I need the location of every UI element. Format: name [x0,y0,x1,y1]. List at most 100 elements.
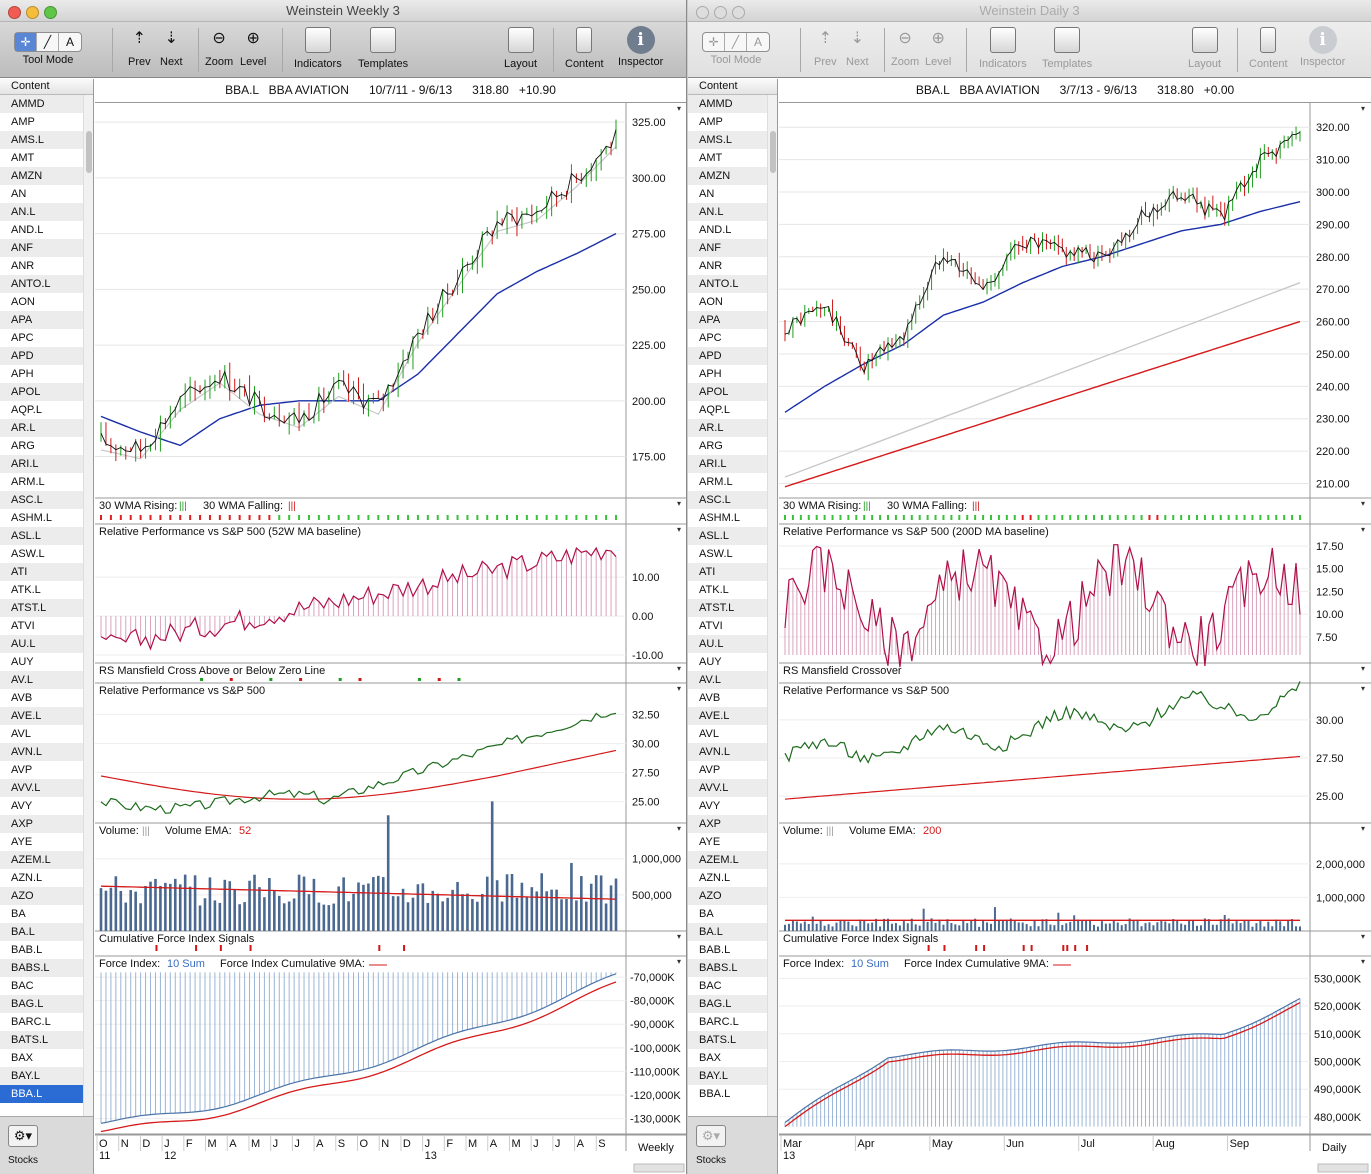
symbol-list-item[interactable]: ASL.L [688,527,767,545]
symbol-list-item[interactable]: AVY [699,800,721,812]
next-button[interactable]: ⇣ Next [160,24,183,68]
symbol-list-item[interactable]: AQP.L [11,404,42,416]
symbol-list-item[interactable]: BAB.L [11,944,43,956]
zoom-out-button[interactable]: ⊖ Zoom [891,24,919,68]
line-tool-icon[interactable]: ╱ [725,33,747,51]
symbol-list-item[interactable]: AVE.L [0,707,83,725]
symbol-list-item[interactable]: BAG.L [688,995,767,1013]
text-tool-icon[interactable]: A [65,35,74,49]
symbol-list-item[interactable]: AVP [699,764,721,776]
crosshair-icon[interactable]: ✛ [15,33,37,51]
symbol-list-item[interactable]: AVY [11,800,33,812]
chart-area[interactable]: BBA.L BBA AVIATION 3/7/13 - 9/6/13 318.8… [779,79,1371,1174]
layout-button[interactable]: Layout [1188,24,1221,70]
symbol-list-item[interactable]: BA [699,908,714,920]
symbol-list-item[interactable]: ATST.L [0,599,83,617]
symbol-list-item[interactable]: AR.L [688,419,767,437]
symbol-list-item[interactable]: ASHM.L [699,512,740,524]
prev-button[interactable]: ⇡ Prev [814,24,837,68]
symbol-list-item[interactable]: APH [699,368,722,380]
symbol-list-item[interactable]: AXP [688,815,767,833]
inspector-button[interactable]: i Inspector [1300,24,1345,68]
symbol-list-item[interactable]: ATVI [11,620,35,632]
symbol-list-item[interactable]: BABS.L [0,959,83,977]
symbol-list-item[interactable]: ATI [0,563,83,581]
symbol-list-item[interactable]: ARG [699,440,723,452]
symbol-list-item[interactable]: ANR [699,260,723,272]
symbol-list-item[interactable]: AZEM.L [0,851,83,869]
chart-area[interactable]: BBA.L BBA AVIATION 10/7/11 - 9/6/13 318.… [95,79,686,1174]
symbol-list-item[interactable]: ANTO.L [0,275,83,293]
symbol-list-item[interactable]: BAX [11,1052,34,1064]
symbol-list-item[interactable]: BATS.L [0,1031,83,1049]
symbol-list-item[interactable]: AU.L [0,635,83,653]
symbol-list-item[interactable]: ASHM.L [11,512,52,524]
symbol-list-item[interactable]: AMS.L [0,131,83,149]
symbol-list-item[interactable]: BATS.L [688,1031,767,1049]
symbol-list-item[interactable]: APD [688,347,767,365]
symbol-list-item[interactable]: ARM.L [699,476,733,488]
window-titlebar[interactable]: Weinstein Daily 3 [688,0,1371,22]
symbol-list-item[interactable]: AVN.L [0,743,83,761]
scrollbar-thumb[interactable] [770,131,776,173]
indicators-button[interactable]: Indicators [979,24,1027,70]
symbol-list-item[interactable]: BA.L [0,923,83,941]
symbol-list[interactable]: AMMD AMP AMS.L AMT AMZN AN AN.L AND.L ANF ANR ANTO… [688,95,767,1118]
symbol-list-item[interactable]: APOL [0,383,83,401]
symbol-list-item[interactable]: ASW.L [11,548,45,560]
symbol-list-item[interactable]: AZN.L [11,872,43,884]
symbol-list-item[interactable]: BAG.L [0,995,83,1013]
symbol-list-item[interactable]: ANF [0,239,83,257]
close-button[interactable] [8,6,21,19]
zoom-level-button[interactable]: ⊕ Level [240,24,266,68]
symbol-list-item[interactable]: AMS.L [688,131,767,149]
symbol-list-item[interactable]: AMMD [688,95,767,113]
symbol-list-item[interactable]: ATK.L [699,584,729,596]
symbol-list-item[interactable]: AVV.L [0,779,83,797]
next-button[interactable]: ⇣ Next [846,24,869,68]
symbol-list-item[interactable]: ASC.L [0,491,83,509]
symbol-list-item[interactable]: AZEM.L [688,851,767,869]
symbol-list-item[interactable]: BARC.L [699,1016,739,1028]
templates-button[interactable]: Templates [1042,24,1092,70]
window-titlebar[interactable]: Weinstein Weekly 3 [0,0,686,22]
text-tool-icon[interactable]: A [753,35,762,49]
symbol-list-item[interactable]: AVV.L [688,779,767,797]
symbol-list-item[interactable]: ANR [11,260,35,272]
symbol-list-item[interactable]: ANF [688,239,767,257]
symbol-list-item[interactable]: AVL [699,728,719,740]
tool-mode-segmented-control[interactable]: ✛ ╱ A [702,32,770,52]
symbol-list-item[interactable]: BBA.L [699,1088,731,1100]
symbol-list-item[interactable]: ARM.L [11,476,45,488]
symbol-list-item[interactable]: APD [0,347,83,365]
symbol-list-item[interactable]: AYE [11,836,33,848]
symbol-list-item[interactable]: AVL [11,728,31,740]
symbol-list-item[interactable]: APC [699,332,722,344]
symbol-list-item[interactable]: AMZN [688,167,767,185]
content-button[interactable]: Content [1249,24,1288,70]
gear-icon[interactable]: ⚙▾ [696,1125,726,1147]
symbol-list-item[interactable]: AVP [11,764,33,776]
symbol-list-item[interactable]: BAC [699,980,722,992]
symbol-list-item[interactable]: ARI.L [688,455,767,473]
symbol-list-item[interactable]: AMP [699,116,723,128]
symbol-list-item[interactable]: AYE [699,836,721,848]
symbol-list-item[interactable]: ASC.L [688,491,767,509]
crosshair-icon[interactable]: ✛ [703,33,725,51]
symbol-list-item[interactable]: BAB.L [699,944,731,956]
symbol-list-item[interactable]: BAX [699,1052,722,1064]
symbol-list-item[interactable]: APA [0,311,83,329]
symbol-list-item[interactable]: AZO [688,887,767,905]
gear-icon[interactable]: ⚙▾ [8,1125,38,1147]
symbol-list-item[interactable]: AON [11,296,35,308]
symbol-list-item[interactable]: AV.L [0,671,83,689]
symbol-list-item[interactable]: ASL.L [0,527,83,545]
symbol-list-item[interactable]: BARC.L [11,1016,51,1028]
zoom-button[interactable] [732,6,745,19]
symbol-list-item[interactable]: BA.L [688,923,767,941]
sidebar-scrollbar[interactable] [767,95,777,1118]
zoom-button[interactable] [44,6,57,19]
layout-button[interactable]: Layout [504,24,537,70]
symbol-list-item[interactable]: AZO [0,887,83,905]
symbol-list-item[interactable]: BABS.L [688,959,767,977]
